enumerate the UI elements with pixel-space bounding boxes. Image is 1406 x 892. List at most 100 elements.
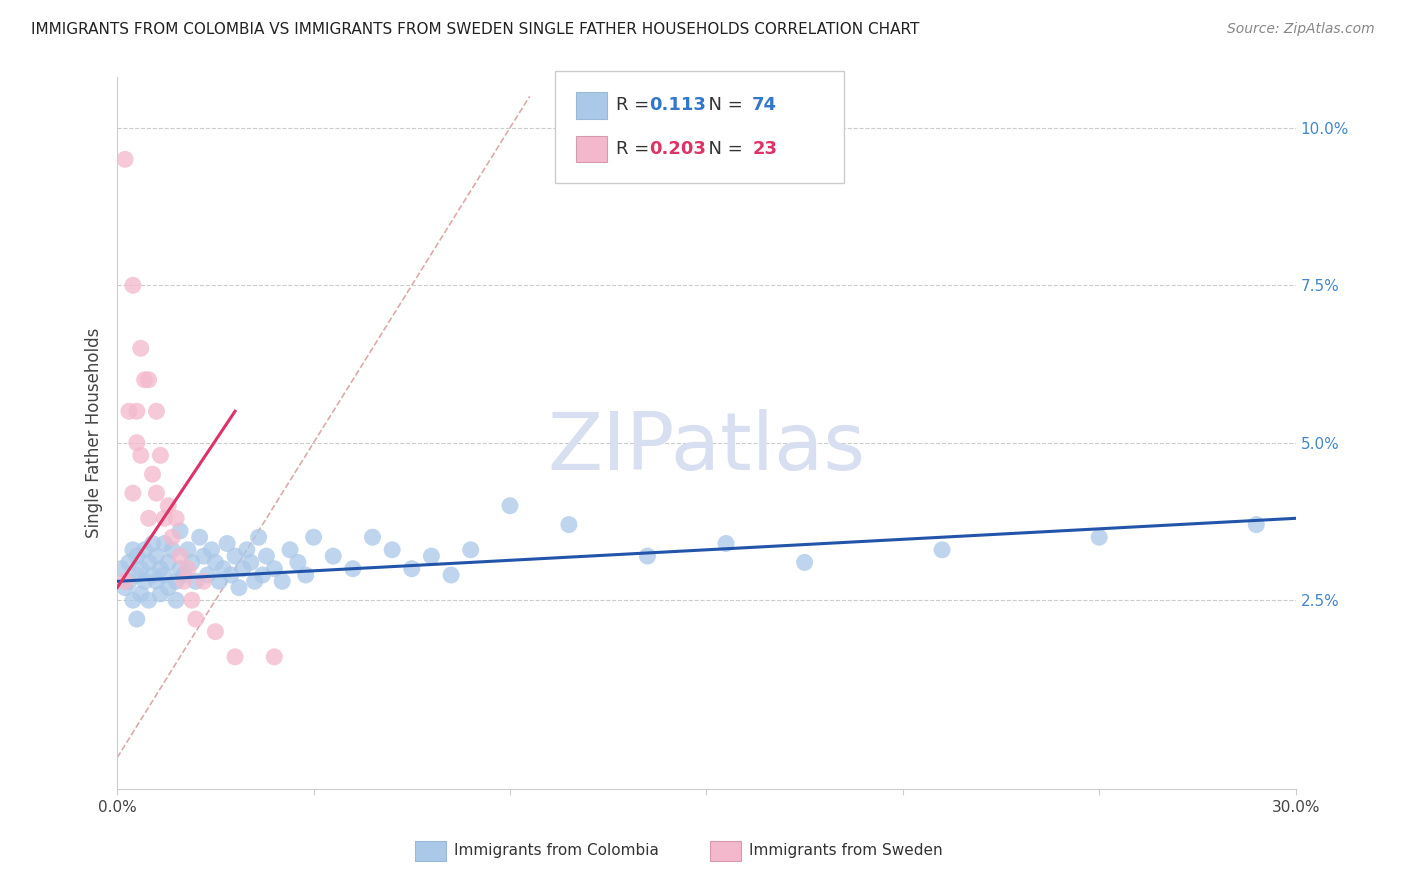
Text: 0.113: 0.113 bbox=[650, 96, 706, 114]
Point bbox=[129, 341, 152, 355]
Point bbox=[460, 542, 482, 557]
Point bbox=[224, 649, 246, 664]
Point bbox=[145, 549, 167, 563]
Point bbox=[188, 530, 211, 544]
Point bbox=[228, 581, 250, 595]
Point bbox=[138, 511, 160, 525]
Point bbox=[1088, 530, 1111, 544]
Point bbox=[180, 593, 202, 607]
Y-axis label: Single Father Households: Single Father Households bbox=[86, 328, 103, 539]
Point bbox=[125, 404, 148, 418]
Point bbox=[125, 435, 148, 450]
Point bbox=[145, 486, 167, 500]
Point bbox=[125, 612, 148, 626]
Point bbox=[157, 499, 180, 513]
Point bbox=[149, 562, 172, 576]
Point bbox=[236, 542, 259, 557]
Point bbox=[256, 549, 278, 563]
Point bbox=[114, 581, 136, 595]
Point bbox=[193, 574, 215, 589]
Point bbox=[294, 568, 316, 582]
Point bbox=[145, 404, 167, 418]
Point bbox=[180, 555, 202, 569]
Point bbox=[200, 542, 222, 557]
Point bbox=[129, 448, 152, 462]
Point bbox=[138, 555, 160, 569]
Point bbox=[138, 373, 160, 387]
Point bbox=[193, 549, 215, 563]
Point bbox=[149, 587, 172, 601]
Point bbox=[558, 517, 581, 532]
Point bbox=[118, 404, 141, 418]
Point bbox=[122, 542, 145, 557]
Point bbox=[361, 530, 384, 544]
Text: 0.203: 0.203 bbox=[650, 140, 706, 158]
Point bbox=[271, 574, 294, 589]
Point bbox=[141, 467, 163, 482]
Point bbox=[197, 568, 219, 582]
Point bbox=[1246, 517, 1268, 532]
Point bbox=[401, 562, 423, 576]
Point bbox=[263, 649, 285, 664]
Text: N =: N = bbox=[697, 96, 749, 114]
Point bbox=[204, 555, 226, 569]
Point bbox=[173, 574, 195, 589]
Text: Source: ZipAtlas.com: Source: ZipAtlas.com bbox=[1227, 22, 1375, 37]
Point bbox=[931, 542, 953, 557]
Point bbox=[125, 549, 148, 563]
Point bbox=[110, 562, 132, 576]
Point bbox=[129, 587, 152, 601]
Point bbox=[499, 499, 522, 513]
Text: R =: R = bbox=[616, 96, 655, 114]
Point bbox=[793, 555, 815, 569]
Text: IMMIGRANTS FROM COLOMBIA VS IMMIGRANTS FROM SWEDEN SINGLE FATHER HOUSEHOLDS CORR: IMMIGRANTS FROM COLOMBIA VS IMMIGRANTS F… bbox=[31, 22, 920, 37]
Point bbox=[129, 562, 152, 576]
Point bbox=[637, 549, 659, 563]
Point bbox=[125, 568, 148, 582]
Point bbox=[184, 612, 207, 626]
Point bbox=[134, 542, 156, 557]
Point bbox=[157, 555, 180, 569]
Point bbox=[165, 574, 187, 589]
Point bbox=[302, 530, 325, 544]
Point bbox=[247, 530, 270, 544]
Text: N =: N = bbox=[697, 140, 749, 158]
Point bbox=[153, 536, 176, 550]
Point bbox=[169, 549, 191, 563]
Point bbox=[184, 574, 207, 589]
Point bbox=[145, 574, 167, 589]
Text: 23: 23 bbox=[752, 140, 778, 158]
Point bbox=[177, 562, 200, 576]
Point bbox=[342, 562, 364, 576]
Point bbox=[173, 568, 195, 582]
Point bbox=[252, 568, 274, 582]
Point bbox=[118, 574, 141, 589]
Point bbox=[232, 562, 254, 576]
Text: 74: 74 bbox=[752, 96, 778, 114]
Point bbox=[208, 574, 231, 589]
Point bbox=[122, 486, 145, 500]
Point bbox=[322, 549, 344, 563]
Point bbox=[160, 542, 183, 557]
Point bbox=[160, 530, 183, 544]
Point bbox=[239, 555, 262, 569]
Point bbox=[134, 574, 156, 589]
Point bbox=[287, 555, 309, 569]
Point bbox=[169, 562, 191, 576]
Point bbox=[420, 549, 443, 563]
Text: Immigrants from Colombia: Immigrants from Colombia bbox=[454, 844, 659, 858]
Point bbox=[440, 568, 463, 582]
Point bbox=[169, 524, 191, 538]
Point bbox=[157, 581, 180, 595]
Point bbox=[212, 562, 235, 576]
Point bbox=[122, 593, 145, 607]
Point bbox=[204, 624, 226, 639]
Point bbox=[122, 278, 145, 293]
Point bbox=[219, 568, 242, 582]
Point bbox=[118, 555, 141, 569]
Point bbox=[153, 511, 176, 525]
Point bbox=[153, 568, 176, 582]
Point bbox=[114, 574, 136, 589]
Point bbox=[114, 153, 136, 167]
Point bbox=[177, 542, 200, 557]
